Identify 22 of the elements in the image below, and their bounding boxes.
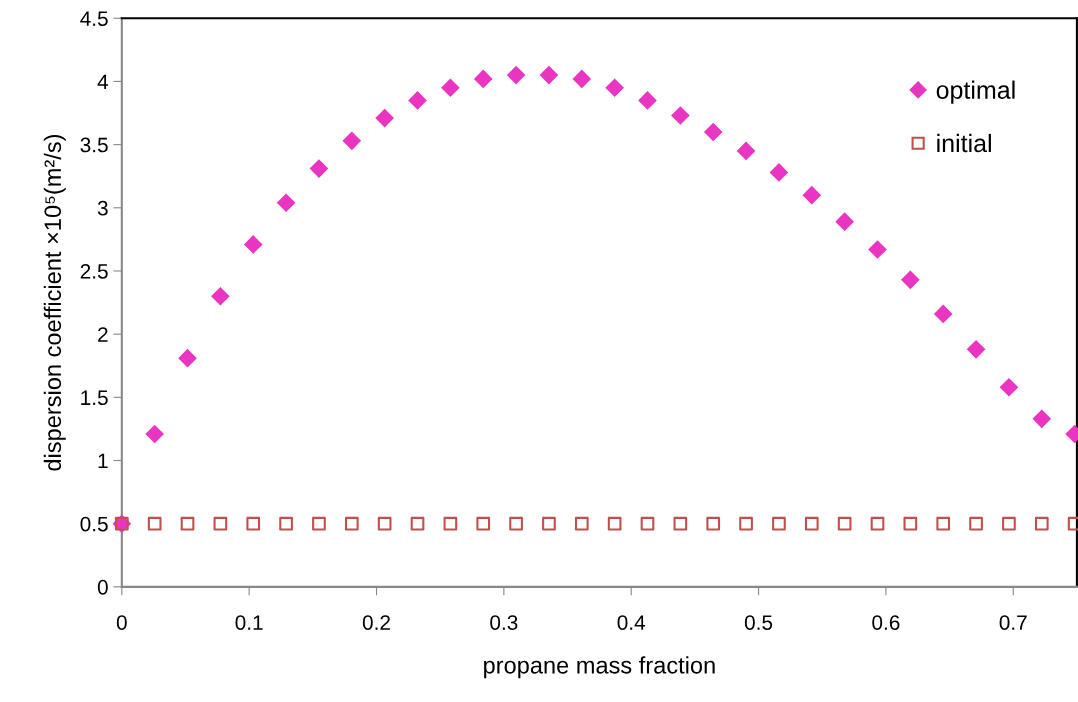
- x-tick-label: 0.4: [617, 615, 646, 630]
- y-tick-label: 4: [97, 74, 109, 89]
- x-tick-label: 0.6: [872, 615, 900, 630]
- x-tick-label: 0.1: [235, 615, 263, 630]
- y-tick-label: 1.5: [81, 390, 108, 406]
- legend-label: initial: [937, 133, 991, 153]
- y-tick-label: 3.5: [80, 137, 108, 153]
- x-axis-title: propane mass fraction: [484, 656, 715, 679]
- x-tick-label: 0.3: [490, 615, 518, 630]
- x-tick-label: 0.7: [999, 615, 1027, 630]
- y-axis-title: dispersion coefficient ×10⁵(m²/s): [43, 134, 66, 471]
- y-tick-label: 2: [98, 327, 108, 342]
- x-tick-label: 0.2: [362, 615, 390, 630]
- y-tick-label: 1: [98, 453, 108, 469]
- y-tick-label: 0: [97, 579, 108, 595]
- legend-label: optimal: [936, 80, 1015, 104]
- x-tick-label: 0.5: [744, 615, 773, 630]
- y-tick-label: 4.5: [80, 11, 108, 27]
- x-tick-label: 0: [116, 615, 127, 630]
- y-tick-label: 3: [97, 200, 108, 216]
- y-tick-label: 0.5: [80, 516, 108, 532]
- y-tick-label: 2.5: [80, 263, 108, 279]
